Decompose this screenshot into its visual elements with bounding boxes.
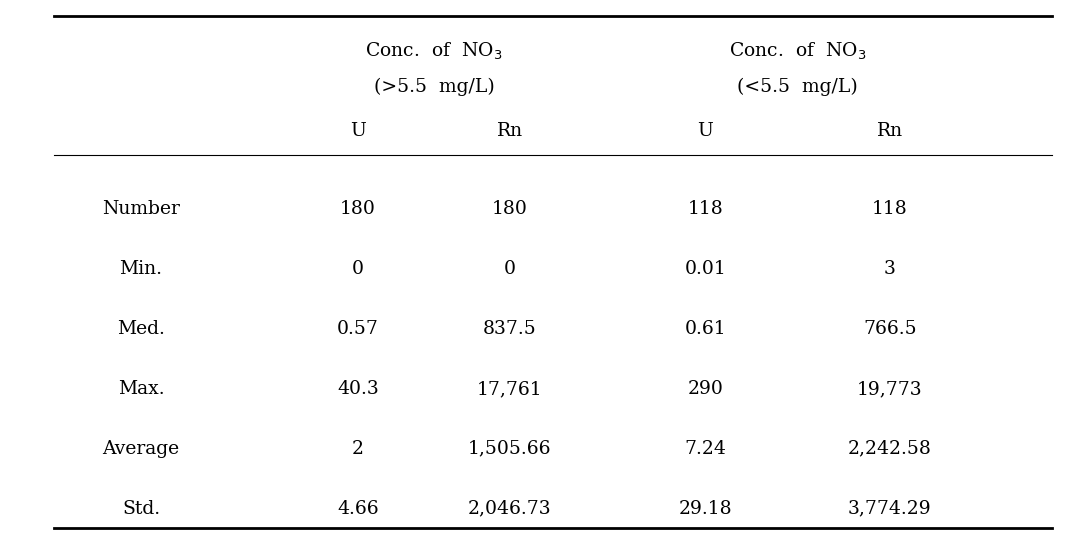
Text: 0: 0 <box>503 260 516 279</box>
Text: 3,774.29: 3,774.29 <box>847 499 932 518</box>
Text: Average: Average <box>102 440 180 458</box>
Text: 766.5: 766.5 <box>863 320 917 338</box>
Text: U: U <box>698 121 713 140</box>
Text: 4.66: 4.66 <box>337 499 379 518</box>
Text: Conc.  of  NO$_3$: Conc. of NO$_3$ <box>729 41 866 63</box>
Text: 118: 118 <box>872 200 907 219</box>
Text: 180: 180 <box>340 200 376 219</box>
Text: 17,761: 17,761 <box>477 380 542 398</box>
Text: 2,046.73: 2,046.73 <box>468 499 552 518</box>
Text: 2: 2 <box>352 440 365 458</box>
Text: 40.3: 40.3 <box>337 380 379 398</box>
Text: (<5.5  mg/L): (<5.5 mg/L) <box>737 78 858 96</box>
Text: Max.: Max. <box>118 380 164 398</box>
Text: 0.01: 0.01 <box>685 260 726 279</box>
Text: (>5.5  mg/L): (>5.5 mg/L) <box>373 78 495 96</box>
Text: Rn: Rn <box>877 121 903 140</box>
Text: 0.61: 0.61 <box>685 320 726 338</box>
Text: 118: 118 <box>688 200 723 219</box>
Text: 0.57: 0.57 <box>337 320 379 338</box>
Text: 2,242.58: 2,242.58 <box>847 440 932 458</box>
Text: 290: 290 <box>687 380 724 398</box>
Text: 3: 3 <box>884 260 895 279</box>
Text: 180: 180 <box>492 200 528 219</box>
Text: 19,773: 19,773 <box>857 380 922 398</box>
Text: Med.: Med. <box>117 320 165 338</box>
Text: Conc.  of  NO$_3$: Conc. of NO$_3$ <box>366 41 502 63</box>
Text: 0: 0 <box>352 260 365 279</box>
Text: 1,505.66: 1,505.66 <box>469 440 551 458</box>
Text: Number: Number <box>102 200 180 219</box>
Text: 29.18: 29.18 <box>678 499 732 518</box>
Text: Min.: Min. <box>119 260 163 279</box>
Text: 837.5: 837.5 <box>483 320 537 338</box>
Text: Std.: Std. <box>122 499 161 518</box>
Text: Rn: Rn <box>497 121 523 140</box>
Text: U: U <box>350 121 366 140</box>
Text: 7.24: 7.24 <box>685 440 726 458</box>
